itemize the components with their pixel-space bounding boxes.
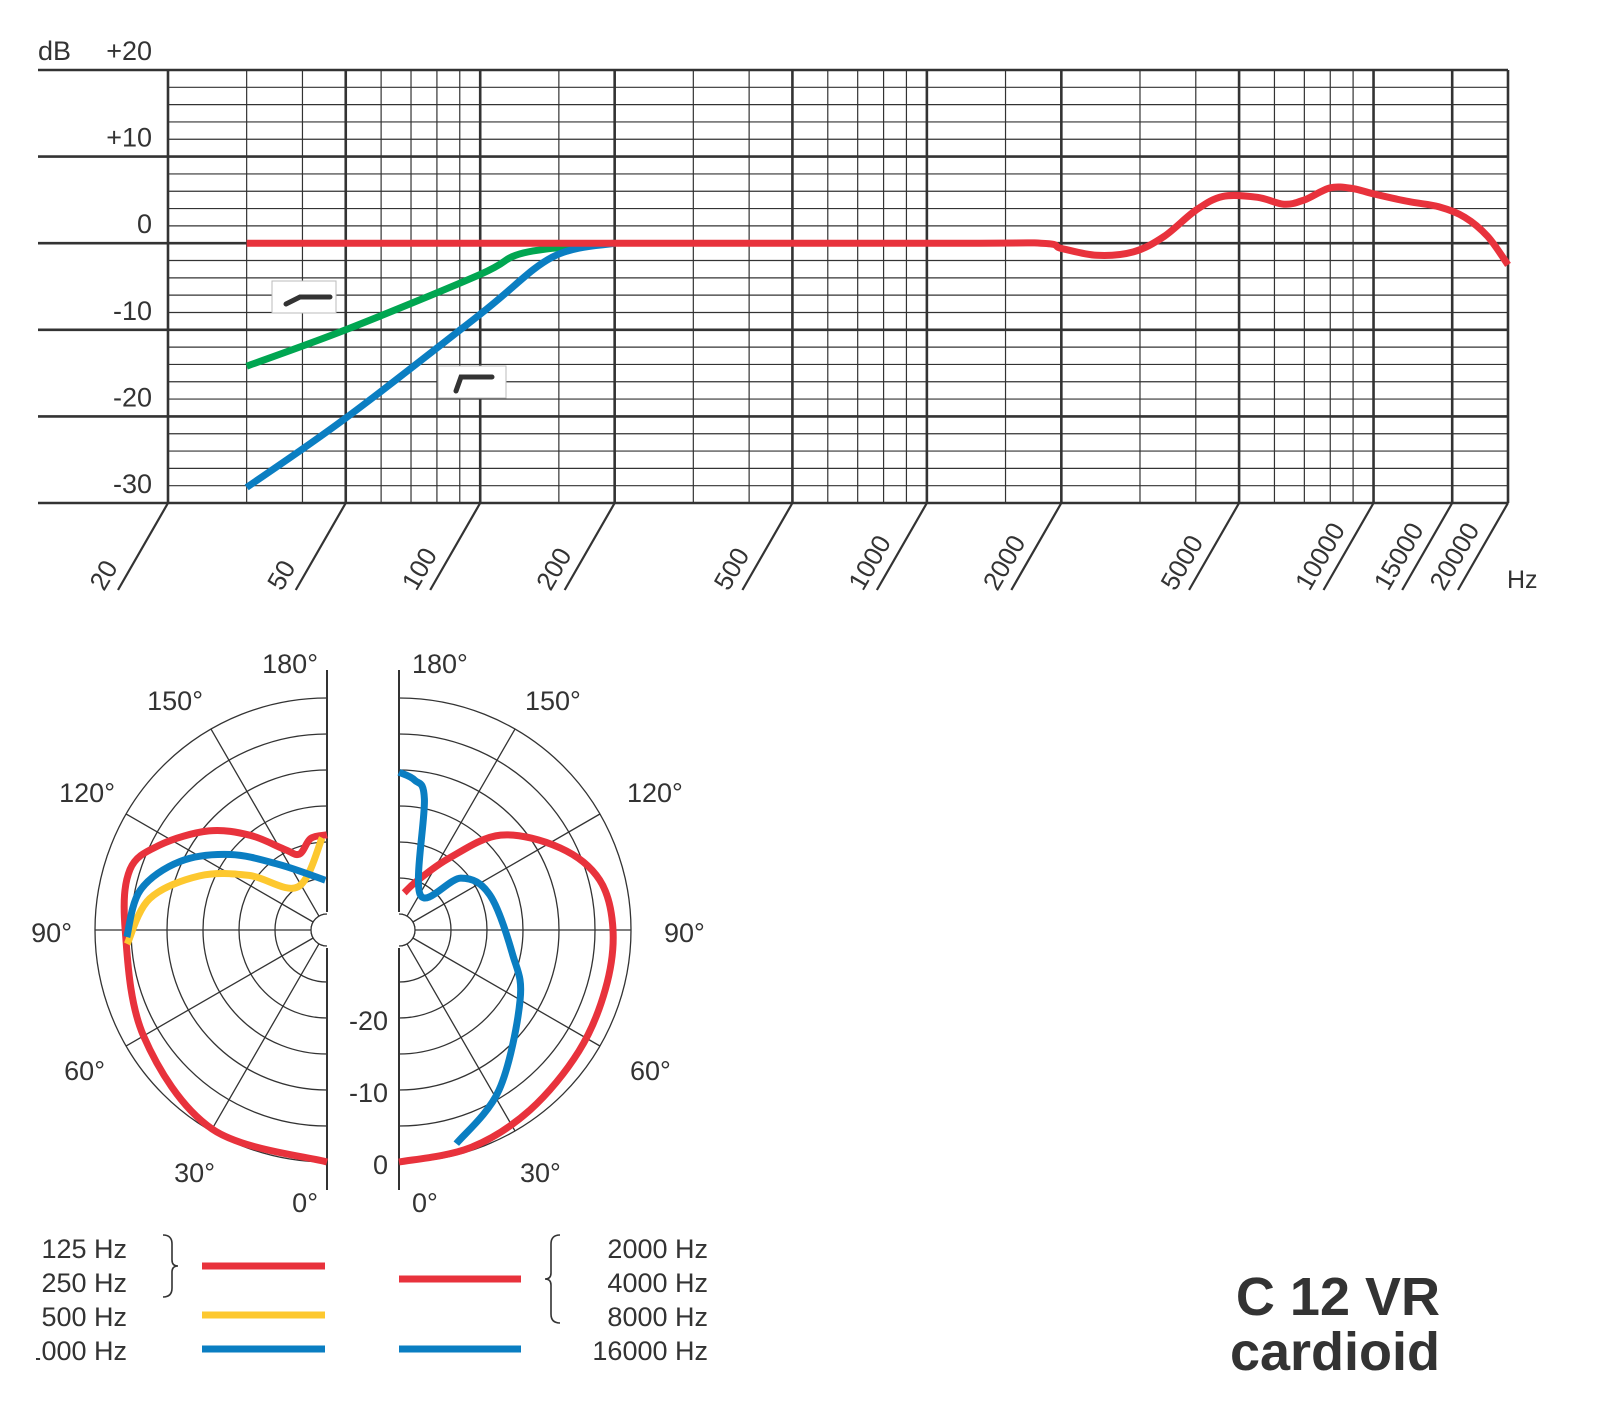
polar-spoke [125, 937, 314, 1047]
y-tick-label: -10 [113, 296, 152, 326]
x-tick-label: 10000 [1289, 517, 1351, 595]
polar-spoke [412, 813, 601, 923]
polar-db-label: -20 [349, 1006, 388, 1036]
y-tick-label: 0 [137, 209, 152, 239]
y-tick-label: -20 [113, 382, 152, 412]
polar-db-label: 0 [373, 1150, 388, 1180]
legend-label: 16000 Hz [592, 1336, 708, 1366]
polar-angle-label: 60° [64, 1056, 105, 1086]
legend-label: 8000 Hz [607, 1302, 708, 1332]
polar-grid [94, 670, 632, 1190]
x-tick-label: 20000 [1423, 517, 1485, 595]
polar-spoke [406, 943, 516, 1132]
polar-spoke [412, 937, 601, 1047]
polar-labels: 0° 30° 60° 90° 120° 150° 180° 0° 30° 60° 90° 120° 15… [31, 649, 705, 1218]
x-tick-leader [429, 502, 482, 591]
x-tick-leader [1322, 502, 1375, 591]
legend-brace [162, 1234, 179, 1298]
frequency-grid [168, 70, 1508, 503]
y-tick-label: +10 [106, 123, 152, 153]
polar-angle-label: 120° [627, 778, 683, 808]
polar-db-label: -10 [349, 1078, 388, 1108]
y-tick-label: +20 [106, 36, 152, 66]
x-tick-label: 5000 [1154, 530, 1209, 595]
x-tick-leader [294, 502, 347, 591]
pattern-title: cardioid [1229, 1322, 1440, 1382]
x-tick-label: 2000 [977, 530, 1032, 595]
bass-cut-gentle-icon [271, 280, 337, 314]
polar-angle-label: 150° [525, 686, 581, 716]
legend-label: 1000 Hz [26, 1336, 127, 1366]
x-tick-label: 15000 [1367, 517, 1429, 595]
legend: 125 Hz 250 Hz 500 Hz 1000 Hz 2000 Hz 4000 Hz 8… [26, 1234, 708, 1366]
polar-series-line [120, 826, 328, 1166]
x-tick-leader [741, 502, 794, 591]
legend-brace [544, 1234, 561, 1324]
polar-angle-label: 180° [262, 649, 318, 679]
x-tick-leader [1188, 502, 1241, 591]
legend-label: 2000 Hz [607, 1234, 708, 1264]
x-tick-leader [117, 502, 169, 591]
polar-angle-label: 0° [412, 1188, 438, 1218]
polar-series-line [123, 850, 327, 938]
x-tick-label: 200 [530, 542, 578, 595]
filter-icons [271, 280, 507, 399]
x-tick-leader [1401, 502, 1454, 591]
polar-angle-label: 0° [292, 1188, 318, 1218]
x-tick-label: 100 [395, 542, 443, 595]
polar-angle-label: 150° [147, 686, 203, 716]
polar-spoke [125, 813, 314, 923]
x-tick-leader [875, 502, 928, 591]
legend-label: 4000 Hz [607, 1268, 708, 1298]
legend-label: 125 Hz [41, 1234, 127, 1264]
polar-angle-label: 60° [630, 1056, 671, 1086]
polar-series-line [398, 831, 617, 1166]
polar-center-hole [398, 913, 416, 947]
y-tick-label: -30 [113, 469, 152, 499]
polar-angle-label: 180° [412, 649, 468, 679]
x-tick-label: 1000 [842, 530, 897, 595]
x-axis-unit-label: Hz [1507, 566, 1538, 594]
polar-pattern-chart: 0° 30° 60° 90° 120° 150° 180° 0° 30° 60° 90° 120° 15… [31, 649, 705, 1218]
polar-angle-label: 30° [520, 1158, 561, 1188]
polar-spoke [210, 728, 320, 917]
polar-spoke [210, 943, 320, 1132]
legend-label: 250 Hz [41, 1268, 127, 1298]
frequency-series-line [244, 239, 616, 491]
polar-series-line [397, 768, 525, 1146]
polar-spoke [406, 728, 516, 917]
polar-angle-label: 90° [664, 918, 705, 948]
x-tick-leader [563, 502, 616, 591]
model-title: C 12 VR [1235, 1267, 1440, 1327]
x-tick-leader [1010, 502, 1063, 591]
polar-center-hole [310, 913, 328, 947]
y-axis-unit-label: dB [38, 36, 71, 66]
polar-series [120, 768, 617, 1166]
bass-cut-steep-icon [437, 365, 507, 399]
frequency-series-line [245, 239, 615, 370]
legend-label: 500 Hz [41, 1302, 127, 1332]
frequency-series-line [246, 183, 1511, 267]
polar-angle-label: 120° [59, 778, 115, 808]
polar-series-line [123, 836, 326, 946]
polar-angle-label: 30° [174, 1158, 215, 1188]
x-tick-label: 500 [708, 542, 756, 595]
x-tick-leader [1457, 502, 1509, 591]
polar-angle-label: 90° [31, 918, 72, 948]
frequency-series [244, 183, 1511, 491]
